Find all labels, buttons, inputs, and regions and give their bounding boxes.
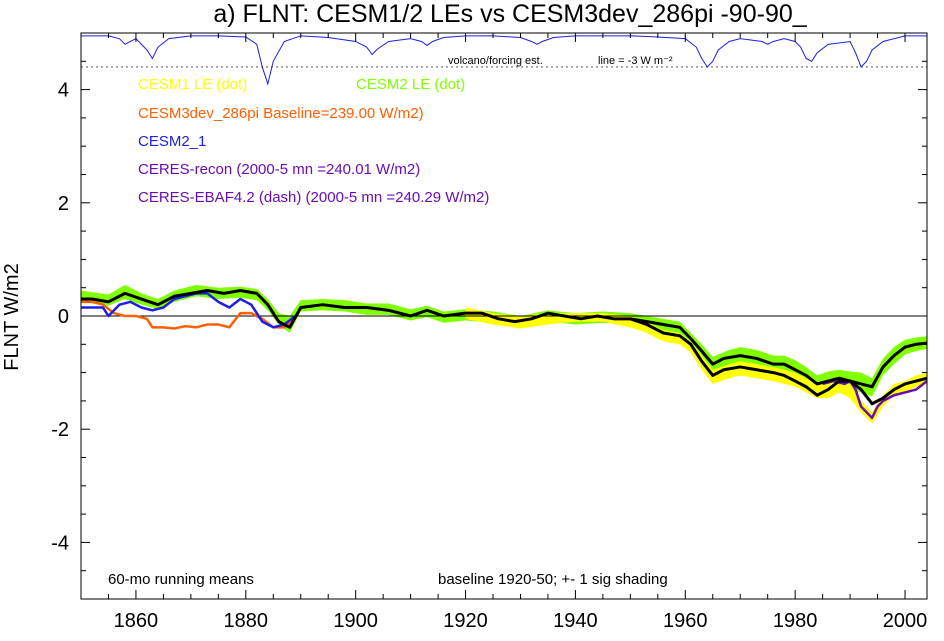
legend: CESM1 LE (dot) CESM2 LE (dot) CESM3dev_2… [138,76,489,206]
y-axis-label: FLNT W/m2 [1,263,23,370]
x-tick-label: 1880 [224,610,269,632]
ticks: 1860 1880 1900 1920 1940 1960 1980 2000 4 2 0 -2 -4 [51,32,928,632]
legend-entry-ceres-recon: CERES-recon (2000-5 mn =240.01 W/m2) [138,161,420,178]
x-tick-label: 1900 [333,610,378,632]
band-cesm1-le-dot [465,307,927,424]
series-cesm-ensemble-mean [81,289,927,406]
y-tick-label: 2 [58,193,69,215]
legend-entry-cesm2-1: CESM2_1 [138,133,206,150]
x-tick-label: 1960 [663,610,708,632]
legend-entry-cesm2-le: CESM2 LE (dot) [356,76,465,93]
annotation-baseline: baseline 1920-50; +- 1 sig shading [438,571,668,588]
reference-lines [81,66,927,317]
legend-entry-ceres-ebaf: CERES-EBAF4.2 (dash) (2000-5 mn =240.29 … [138,189,489,206]
legend-entry-cesm3dev: CESM3dev_286pi Baseline=239.00 W/m2) [138,105,424,122]
y-tick-label: -4 [51,532,69,554]
series-cesm2-le-ensemble-mean [630,317,927,389]
annotation-line-note: line = -3 W m⁻² [598,55,673,67]
x-tick-label: 1940 [553,610,598,632]
y-tick-label: 0 [58,306,69,328]
y-tick-label: -2 [51,419,69,441]
annotation-volcano: volcano/forcing est. [448,55,543,67]
series-lines [81,35,927,420]
chart-title: a) FLNT: CESM1/2 LEs vs CESM3dev_286pi -… [213,0,807,28]
shading-bands [81,284,927,424]
annotation-running-means: 60-mo running means [108,571,254,588]
series-ceres-recon-2000-5-mn-240-01-w-m2 [822,379,927,420]
series-cesm2-1 [81,292,297,329]
x-tick-label: 1980 [773,610,818,632]
x-tick-label: 1920 [443,610,488,632]
y-tick-label: 4 [58,80,69,102]
band-cesm2-le-dot [81,284,927,397]
x-tick-label: 2000 [883,610,928,632]
x-tick-label: 1860 [114,610,159,632]
legend-entry-cesm1-le: CESM1 LE (dot) [138,76,247,93]
